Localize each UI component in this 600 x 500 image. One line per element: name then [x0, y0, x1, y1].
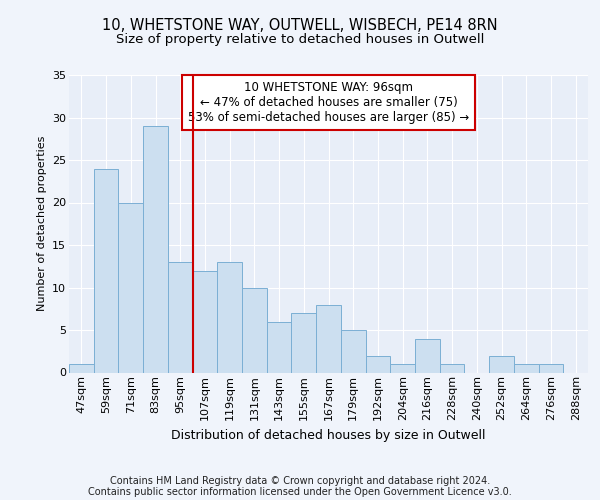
Text: Contains HM Land Registry data © Crown copyright and database right 2024.: Contains HM Land Registry data © Crown c…: [110, 476, 490, 486]
Text: 10 WHETSTONE WAY: 96sqm
← 47% of detached houses are smaller (75)
53% of semi-de: 10 WHETSTONE WAY: 96sqm ← 47% of detache…: [188, 81, 469, 124]
Bar: [489, 356, 514, 372]
Bar: [292, 313, 316, 372]
X-axis label: Distribution of detached houses by size in Outwell: Distribution of detached houses by size …: [171, 428, 486, 442]
Bar: [69, 364, 94, 372]
Bar: [242, 288, 267, 372]
Bar: [365, 356, 390, 372]
Bar: [267, 322, 292, 372]
Bar: [341, 330, 365, 372]
Bar: [193, 270, 217, 372]
Bar: [94, 168, 118, 372]
Bar: [217, 262, 242, 372]
Bar: [168, 262, 193, 372]
Text: 10, WHETSTONE WAY, OUTWELL, WISBECH, PE14 8RN: 10, WHETSTONE WAY, OUTWELL, WISBECH, PE1…: [102, 18, 498, 32]
Text: Size of property relative to detached houses in Outwell: Size of property relative to detached ho…: [116, 32, 484, 46]
Y-axis label: Number of detached properties: Number of detached properties: [37, 136, 47, 312]
Bar: [316, 304, 341, 372]
Bar: [440, 364, 464, 372]
Text: Contains public sector information licensed under the Open Government Licence v3: Contains public sector information licen…: [88, 487, 512, 497]
Bar: [539, 364, 563, 372]
Bar: [118, 202, 143, 372]
Bar: [415, 338, 440, 372]
Bar: [390, 364, 415, 372]
Bar: [143, 126, 168, 372]
Bar: [514, 364, 539, 372]
